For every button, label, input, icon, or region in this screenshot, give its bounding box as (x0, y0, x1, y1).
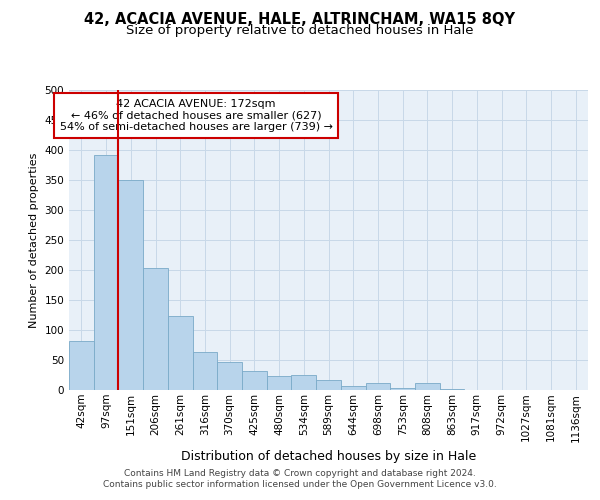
Text: 42, ACACIA AVENUE, HALE, ALTRINCHAM, WA15 8QY: 42, ACACIA AVENUE, HALE, ALTRINCHAM, WA1… (85, 12, 515, 28)
Y-axis label: Number of detached properties: Number of detached properties (29, 152, 39, 328)
X-axis label: Distribution of detached houses by size in Hale: Distribution of detached houses by size … (181, 450, 476, 463)
Bar (341, 386, 365, 390)
Bar (94, 155, 118, 390)
Bar (168, 316, 193, 390)
Text: Contains public sector information licensed under the Open Government Licence v3: Contains public sector information licen… (103, 480, 497, 489)
Bar (415, 384, 440, 390)
Bar (242, 372, 267, 390)
Text: 42 ACACIA AVENUE: 172sqm
← 46% of detached houses are smaller (627)
54% of semi-: 42 ACACIA AVENUE: 172sqm ← 46% of detach… (59, 99, 332, 132)
Bar (69, 341, 94, 390)
Bar (365, 384, 390, 390)
Bar (292, 375, 316, 390)
Bar (217, 362, 242, 390)
Bar (267, 376, 292, 390)
Bar (143, 268, 168, 390)
Text: Size of property relative to detached houses in Hale: Size of property relative to detached ho… (126, 24, 474, 37)
Text: Contains HM Land Registry data © Crown copyright and database right 2024.: Contains HM Land Registry data © Crown c… (124, 468, 476, 477)
Bar (193, 352, 217, 390)
Bar (390, 388, 415, 390)
Bar (118, 180, 143, 390)
Bar (316, 380, 341, 390)
